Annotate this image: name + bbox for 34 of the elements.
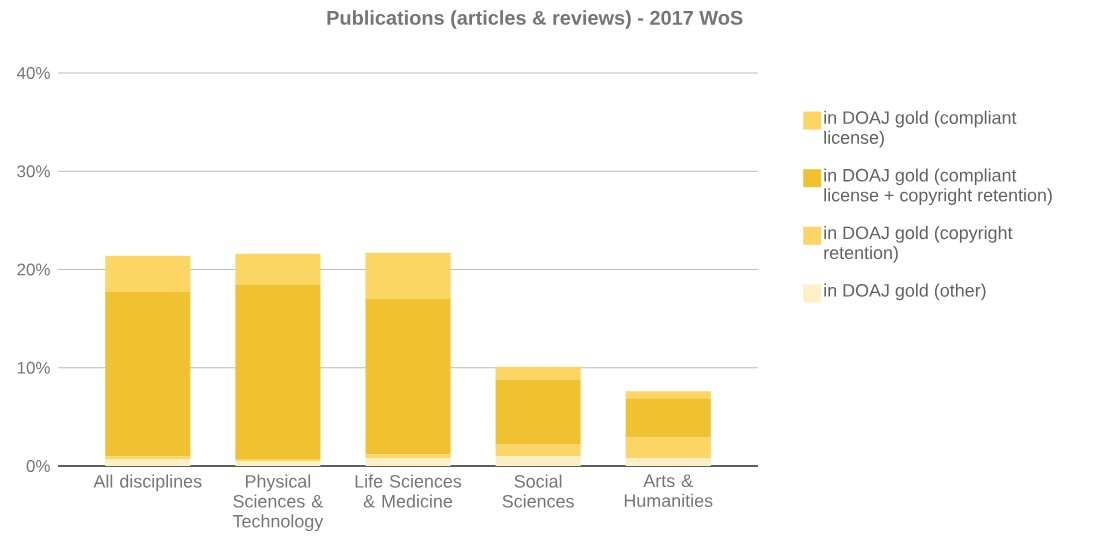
bar	[105, 459, 191, 466]
bar	[365, 298, 451, 455]
y-tick-label: 0%	[26, 460, 50, 472]
x-tick-label: All disciplines	[93, 474, 202, 492]
bar	[625, 398, 711, 438]
bar	[365, 458, 451, 466]
bar	[625, 437, 711, 459]
y-tick-label: 30%	[17, 165, 50, 178]
bar	[495, 456, 581, 466]
bar	[235, 253, 321, 285]
legend-label: in DOAJ gold (other)	[824, 283, 986, 301]
legend-label: in DOAJ gold (compliant license)	[824, 110, 1017, 148]
legend-label: in DOAJ gold (compliant license + copyright retention)	[824, 168, 1052, 206]
bar	[105, 255, 191, 293]
bar	[105, 456, 191, 460]
bar	[365, 252, 451, 299]
chart-title: Publications (articles & reviews) - 2017 WoS	[327, 10, 743, 29]
y-tick-label: 40%	[16, 67, 50, 79]
bar	[235, 284, 321, 460]
bar	[495, 379, 581, 445]
x-tick-label: Social Sciences	[502, 474, 574, 508]
y-tick-label: 20%	[17, 263, 50, 276]
bar	[495, 444, 581, 457]
bar	[235, 461, 321, 466]
legend-label: in DOAJ gold (copyright retention)	[824, 225, 1013, 263]
bar	[625, 458, 711, 466]
bar	[495, 366, 581, 380]
bar	[105, 292, 191, 457]
bar	[625, 391, 711, 399]
y-tick-label: 10%	[17, 361, 50, 374]
bar	[365, 454, 451, 459]
x-tick-label: Arts & Humanities	[624, 474, 713, 508]
x-tick-label: Life Sciences & Medicine	[355, 474, 462, 508]
x-tick-label: Physical Sciences & Technology	[232, 474, 324, 532]
